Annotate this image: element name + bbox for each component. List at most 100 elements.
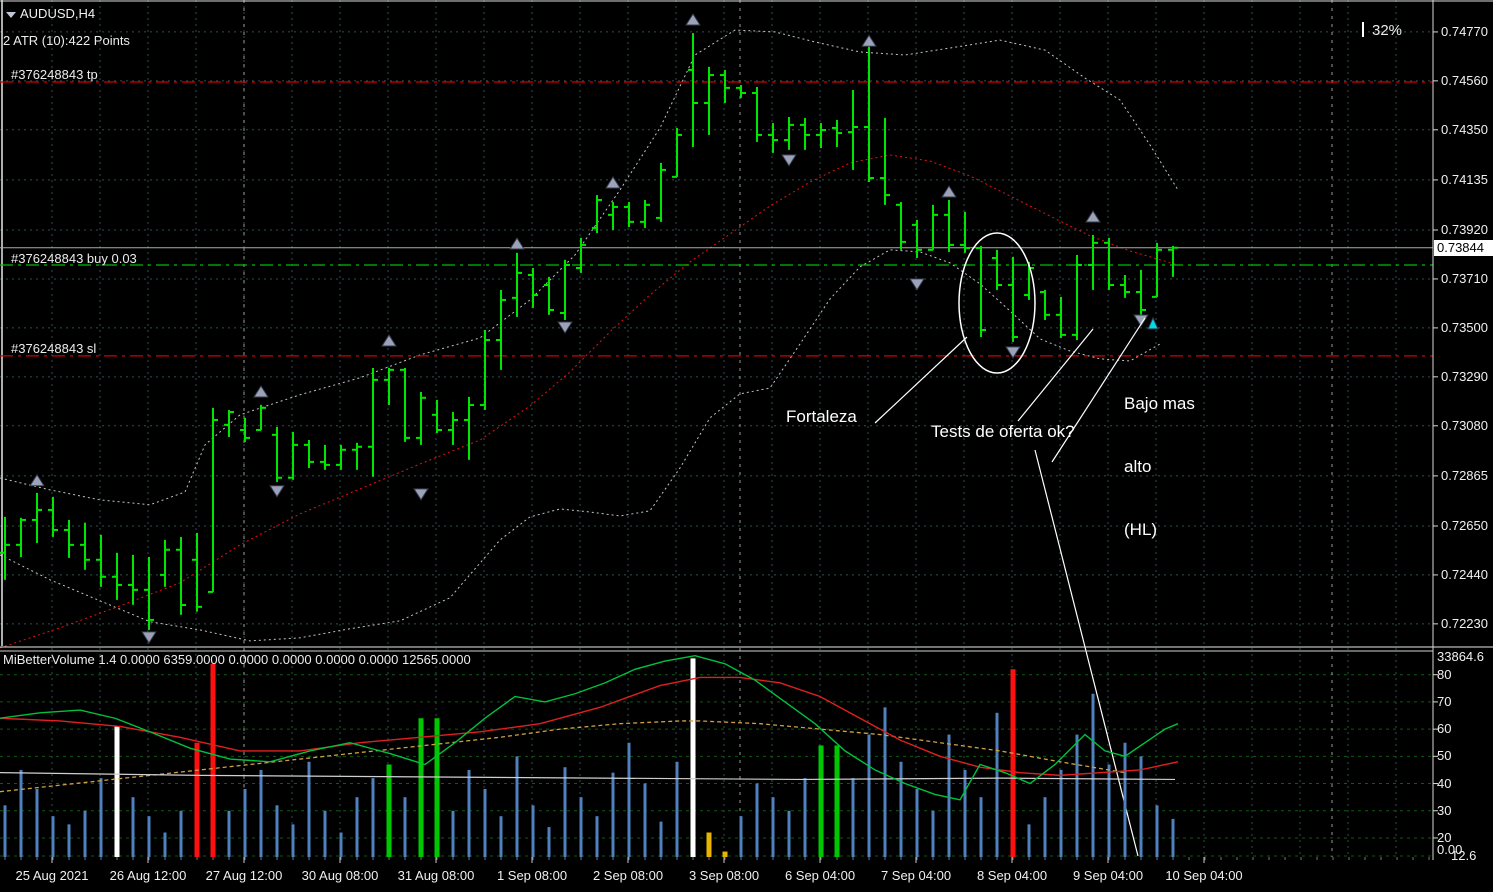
annotation-tests-de-oferta[interactable]: Tests de oferta ok?: [931, 422, 1075, 441]
annotation-bajo-line3: (HL): [1124, 520, 1158, 539]
fractal-down-icon: [269, 485, 285, 498]
fractal-up-icon: [509, 237, 525, 250]
volume-bar: [883, 707, 887, 857]
volume-bar: [1075, 734, 1079, 857]
ohlc-bar: [816, 123, 826, 148]
volume-bar: [1027, 824, 1031, 857]
ohlc-bar: [528, 268, 538, 308]
cyan-arrow-icon: [1147, 316, 1159, 330]
ohlc-bar: [688, 33, 698, 148]
price-tick-label: 0.72650: [1441, 517, 1488, 533]
volume-bar: [1043, 797, 1047, 857]
volume-bar: [834, 745, 840, 857]
volume-bar: [643, 783, 647, 857]
volume-bar: [35, 788, 39, 857]
ohlc-bar: [80, 522, 90, 570]
volume-bar: [451, 810, 455, 857]
volume-bar: [243, 788, 247, 857]
volume-bar: [291, 824, 295, 857]
sl-line-label[interactable]: #376248843 sl: [11, 340, 97, 356]
ohlc-bar: [1120, 274, 1130, 298]
ohlc-bar: [1056, 296, 1066, 338]
ohlc-bar: [848, 89, 858, 170]
buy-line-label[interactable]: #376248843 buy 0.03: [11, 250, 137, 266]
volume-bar: [611, 772, 615, 857]
volume-bar: [706, 832, 712, 857]
volume-bar: [995, 712, 999, 857]
fractal-down-icon: [781, 154, 797, 167]
fractal-up-icon: [861, 34, 877, 47]
percent-label: 32%: [1372, 22, 1403, 39]
ohlc-bar: [16, 517, 26, 557]
ohlc-bar: [768, 123, 778, 153]
volume-tick-label: 30: [1437, 802, 1452, 818]
price-tick-label: 0.73290: [1441, 368, 1488, 384]
volume-bar: [323, 810, 327, 857]
ohlc-bar: [976, 245, 986, 337]
volume-bar: [1155, 805, 1159, 857]
ohlc-bar: [656, 162, 666, 222]
volume-indicator-label: MiBetterVolume 1.4 0.0000 6359.0000 0.00…: [3, 652, 471, 667]
ohlc-bar: [176, 536, 186, 615]
volume-bar: [915, 788, 919, 857]
time-tick-label: 27 Aug 12:00: [205, 868, 283, 883]
volume-bar: [771, 797, 775, 857]
ohlc-bar: [224, 409, 234, 437]
volume-bar: [931, 810, 935, 857]
ohlc-bar: [896, 202, 906, 250]
ohlc-bar: [864, 44, 874, 183]
price-tick-label: 0.73500: [1441, 319, 1488, 335]
volume-bar: [19, 769, 23, 857]
volume-bar: [979, 797, 983, 857]
volume-bar: [355, 797, 359, 857]
ohlc-bar: [1008, 256, 1018, 342]
annotation-fortaleza[interactable]: Fortaleza: [786, 407, 857, 426]
ohlc-bar: [208, 407, 218, 593]
annotation-bajo-line1: Bajo mas: [1124, 394, 1195, 413]
volume-bar: [99, 778, 103, 857]
ohlc-bar: [32, 492, 42, 543]
tp-line-label[interactable]: #376248843 tp: [11, 67, 98, 83]
volume-bar: [659, 821, 663, 857]
time-tick-label: 26 Aug 12:00: [109, 868, 187, 883]
ohlc-bar: [832, 120, 842, 148]
volume-bar: [963, 769, 967, 857]
volume-bar: [595, 816, 599, 857]
ohlc-bar: [416, 391, 426, 445]
time-tick-label: 10 Sep 04:00: [1165, 868, 1243, 883]
ohlc-bar: [384, 367, 394, 406]
volume-bar: [371, 778, 375, 857]
volume-tick-label: 20: [1437, 829, 1452, 845]
ohlc-bar: [144, 556, 154, 630]
ohlc-bar: [960, 211, 970, 253]
time-tick-label: 3 Sep 08:00: [688, 868, 760, 883]
ohlc-bar: [720, 69, 730, 104]
band-middle: [0, 154, 1179, 649]
volume-bar: [67, 824, 71, 857]
ohlc-bar: [368, 367, 378, 477]
ohlc-bar: [160, 539, 170, 587]
fractal-down-icon: [141, 631, 157, 644]
ohlc-bar: [592, 195, 602, 234]
volume-ma-white: [0, 772, 1176, 781]
price-tick-label: 0.73080: [1441, 417, 1488, 433]
band-lower: [0, 249, 1161, 642]
ohlc-bar: [192, 532, 202, 612]
annotation-trendline: [1017, 328, 1094, 422]
fractal-up-icon: [29, 473, 45, 487]
volume-tick-label: 40: [1437, 775, 1452, 791]
symbol-dropdown-icon[interactable]: [6, 12, 16, 18]
ohlc-bar: [784, 116, 794, 150]
ohlc-bar: [1136, 269, 1146, 315]
volume-bar: [1010, 669, 1016, 857]
ohlc-bar: [704, 66, 714, 135]
ohlc-bar: [912, 219, 922, 258]
annotation-bajo-mas-alto[interactable]: Bajo mas alto (HL): [1124, 351, 1195, 582]
ohlc-bar: [432, 399, 442, 433]
volume-tick-label: 70: [1437, 693, 1452, 709]
volume-bar: [531, 805, 535, 857]
ohlc-bar: [272, 426, 282, 482]
ohlc-bar: [512, 252, 522, 317]
